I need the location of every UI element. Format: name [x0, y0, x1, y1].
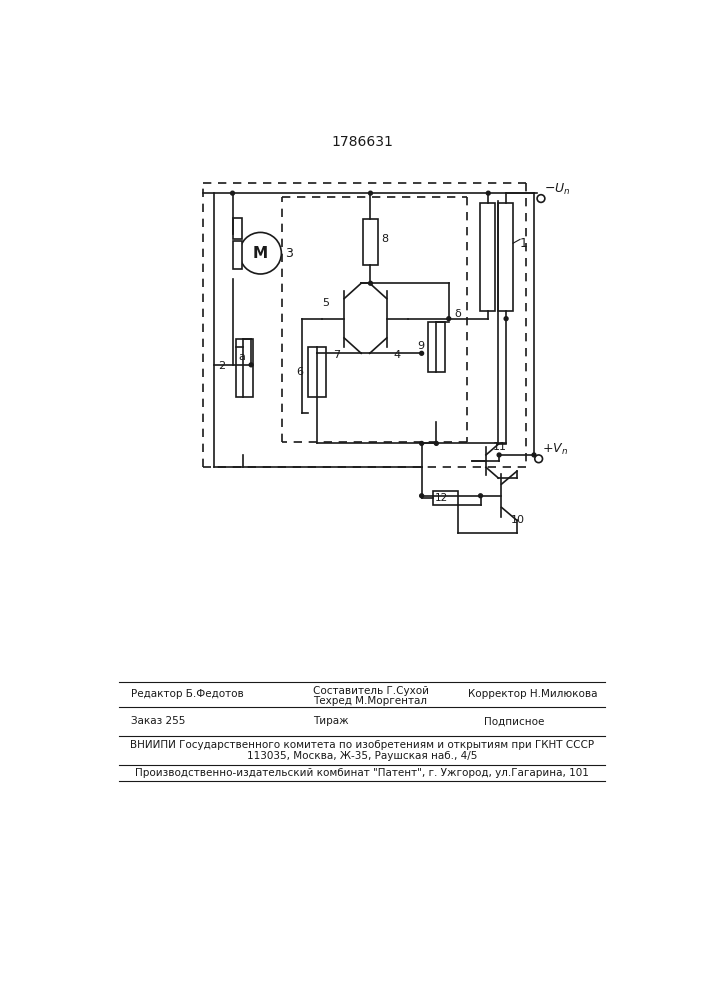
- Circle shape: [486, 191, 490, 195]
- Text: 1: 1: [520, 237, 528, 250]
- Text: a: a: [239, 352, 246, 362]
- Text: 8: 8: [381, 234, 388, 244]
- Bar: [433, 491, 458, 505]
- Text: 1786631: 1786631: [331, 135, 393, 149]
- Text: Техред М.Моргентал: Техред М.Моргентал: [313, 696, 427, 706]
- Text: $+V_n$: $+V_n$: [542, 442, 568, 457]
- Text: 4: 4: [393, 350, 400, 360]
- Circle shape: [479, 494, 482, 498]
- Text: 3: 3: [285, 247, 293, 260]
- Text: 7: 7: [333, 350, 340, 360]
- Text: 10: 10: [510, 515, 525, 525]
- Circle shape: [434, 441, 438, 445]
- Bar: [308, 347, 325, 397]
- Circle shape: [420, 441, 423, 445]
- Circle shape: [504, 317, 508, 321]
- Circle shape: [532, 453, 536, 457]
- Text: 9: 9: [418, 341, 425, 351]
- Text: 5: 5: [322, 298, 329, 308]
- Circle shape: [249, 363, 253, 367]
- Circle shape: [447, 317, 450, 321]
- Text: M: M: [253, 246, 268, 261]
- Circle shape: [368, 191, 373, 195]
- Text: Составитель Г.Сухой: Составитель Г.Сухой: [313, 686, 429, 696]
- Bar: [480, 203, 495, 311]
- Text: Корректор Н.Милюкова: Корректор Н.Милюкова: [468, 689, 597, 699]
- Text: Тираж: Тираж: [313, 716, 349, 726]
- Bar: [363, 219, 378, 265]
- Circle shape: [240, 232, 281, 274]
- Text: Редактор Б.Федотов: Редактор Б.Федотов: [131, 689, 244, 699]
- Text: ВНИИПИ Государственного комитета по изобретениям и открытиям при ГКНТ СССР: ВНИИПИ Государственного комитета по изоб…: [130, 740, 594, 750]
- Text: Заказ 255: Заказ 255: [131, 716, 185, 726]
- Text: 6: 6: [296, 367, 303, 377]
- Text: 2: 2: [218, 361, 225, 371]
- Bar: [233, 241, 242, 269]
- Bar: [233, 218, 242, 239]
- Bar: [498, 203, 513, 311]
- Text: 12: 12: [435, 493, 448, 503]
- Text: Производственно-издательский комбинат "Патент", г. Ужгород, ул.Гагарина, 101: Производственно-издательский комбинат "П…: [135, 768, 589, 778]
- Text: 113035, Москва, Ж-35, Раушская наб., 4/5: 113035, Москва, Ж-35, Раушская наб., 4/5: [247, 751, 477, 761]
- Text: Подписное: Подписное: [484, 716, 544, 726]
- Text: $-U_n$: $-U_n$: [544, 182, 571, 197]
- Text: 11: 11: [493, 442, 507, 452]
- Text: δ: δ: [454, 309, 461, 319]
- Bar: [235, 339, 252, 397]
- Circle shape: [420, 351, 423, 355]
- Circle shape: [230, 191, 235, 195]
- Bar: [428, 322, 445, 372]
- Circle shape: [420, 494, 423, 498]
- Circle shape: [368, 281, 373, 285]
- Circle shape: [497, 453, 501, 457]
